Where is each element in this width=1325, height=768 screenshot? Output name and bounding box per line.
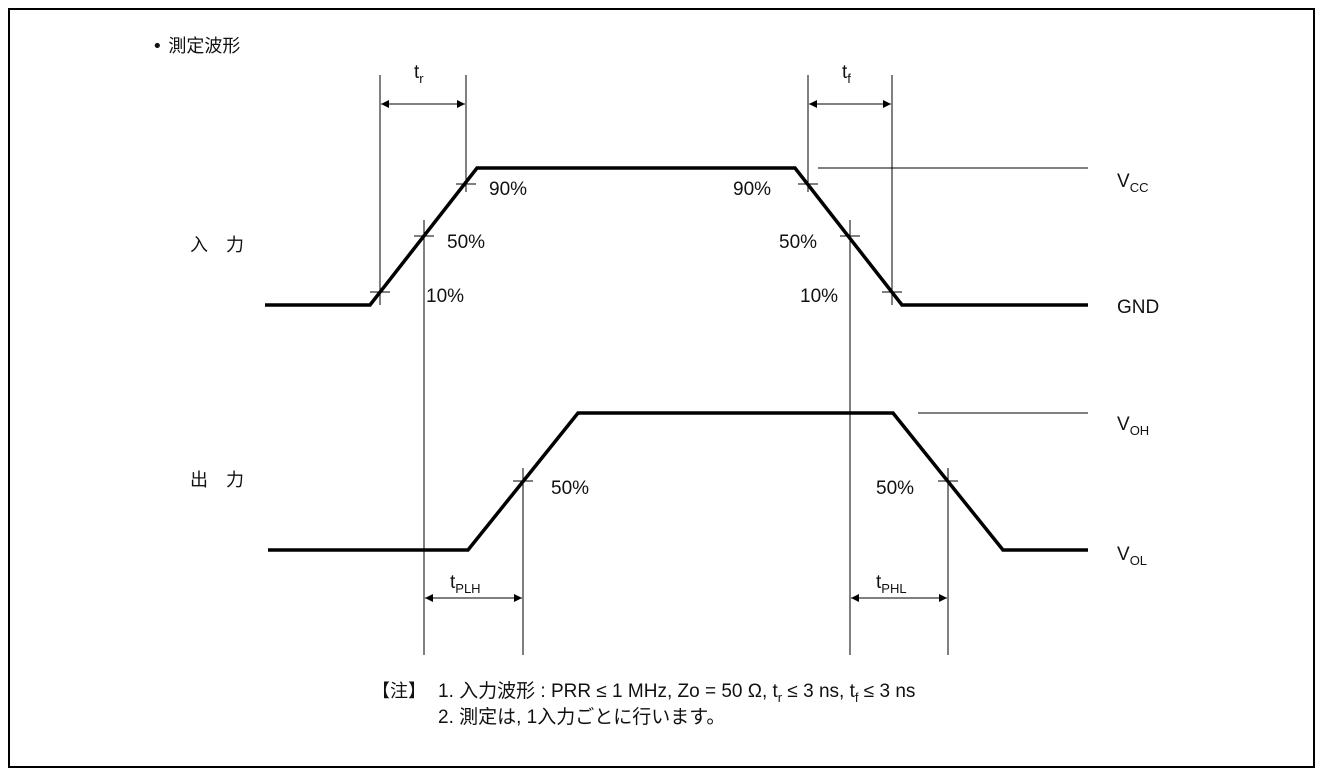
section-title: • 測定波形: [152, 36, 240, 57]
pct-90-right: 90%: [733, 179, 771, 200]
input-waveform: [265, 166, 1088, 307]
pct-10-left: 10%: [426, 286, 464, 307]
pct-10-right: 10%: [800, 286, 838, 307]
note-line-1: 1. 入力波形 : PRR ≤ 1 MHz, Zo = 50 Ω, tr ≤ 3…: [438, 680, 915, 705]
tf-label: tf: [842, 62, 851, 86]
output-waveform: [268, 411, 1088, 552]
pct-50-left: 50%: [447, 232, 485, 253]
pct-90-left: 90%: [489, 179, 527, 200]
output-label: 出 力: [190, 470, 244, 491]
vol-label: VOL: [1117, 544, 1147, 568]
out-pct-50-right: 50%: [876, 478, 914, 499]
out-pct-50-left: 50%: [551, 478, 589, 499]
vcc-label: VCC: [1117, 171, 1148, 195]
timing-diagram: • 測定波形 tr tf tPLH tPHL 90% 50% 10%: [152, 36, 1159, 728]
input-label: 入 力: [190, 235, 244, 256]
tr-label: tr: [414, 62, 424, 86]
tplh-label: tPLH: [450, 572, 481, 596]
note-head: 【注】: [372, 681, 426, 702]
gnd-label: GND: [1117, 297, 1159, 318]
voh-label: VOH: [1117, 414, 1149, 438]
figure-frame: [8, 8, 1315, 768]
tphl-label: tPHL: [876, 572, 907, 596]
pct-50-right: 50%: [779, 232, 817, 253]
crosshair-ticks: [370, 176, 958, 489]
note-line-2: 2. 測定は, 1入力ごとに行います。: [438, 706, 725, 728]
